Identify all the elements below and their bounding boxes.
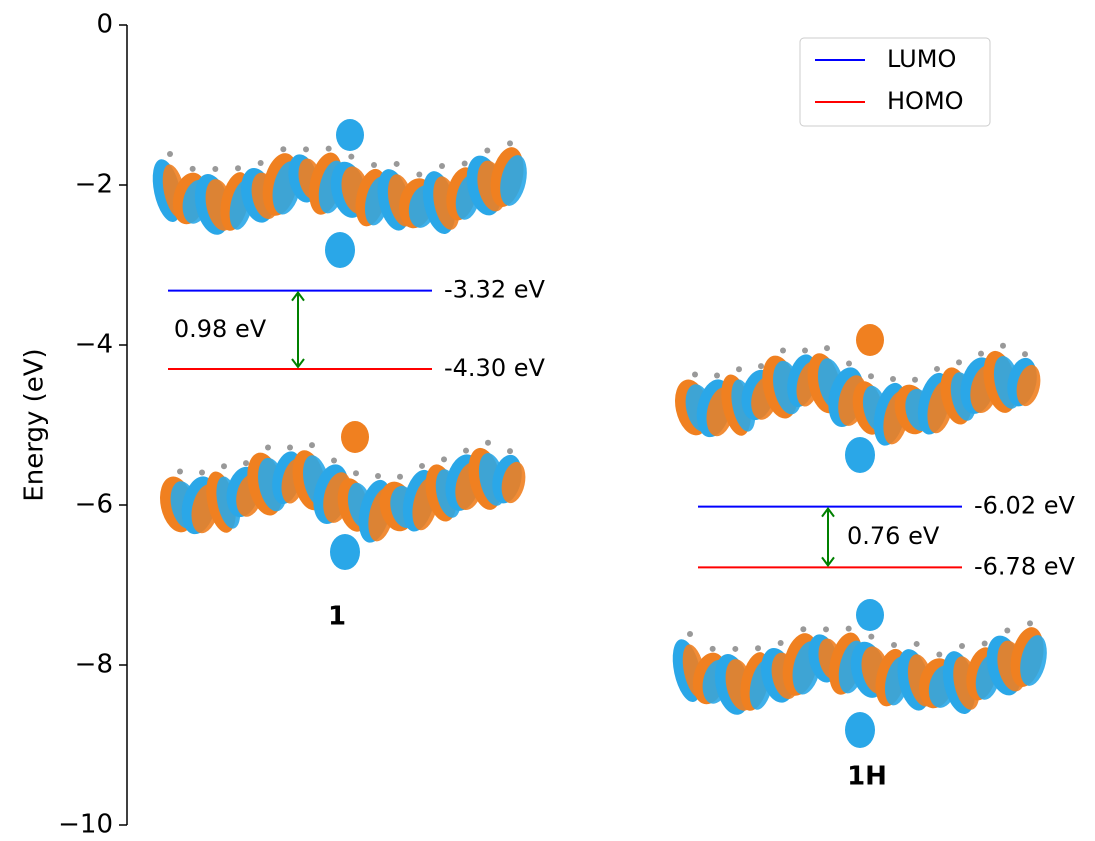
atom	[462, 161, 468, 167]
atom	[212, 166, 218, 172]
atom	[890, 376, 896, 382]
atom	[959, 643, 965, 649]
atom	[758, 363, 764, 369]
atom	[934, 366, 940, 372]
atom	[394, 161, 400, 167]
y-tick-label: 0	[96, 10, 113, 40]
atom	[507, 448, 513, 454]
atom	[800, 626, 806, 632]
level-label: -6.02 eV	[974, 492, 1075, 520]
gap-label: 0.98 eV	[174, 315, 267, 343]
atom	[732, 646, 738, 652]
atom	[221, 463, 227, 469]
atom	[714, 373, 720, 379]
atom	[485, 440, 491, 446]
y-tick-label: −10	[58, 810, 113, 840]
atom	[280, 146, 286, 152]
atom	[755, 645, 761, 651]
atom	[265, 444, 271, 450]
atom	[441, 456, 447, 462]
atom	[802, 348, 808, 354]
atom	[235, 165, 241, 171]
level-label: -6.78 eV	[974, 552, 1075, 580]
atom	[687, 631, 693, 637]
gap-label: 0.76 eV	[847, 522, 940, 550]
atom	[868, 634, 874, 640]
atom	[326, 146, 332, 152]
y-tick-label: −2	[75, 170, 113, 200]
atom	[375, 473, 381, 479]
atom	[912, 377, 918, 383]
atom	[331, 458, 337, 464]
atom	[419, 463, 425, 469]
orbital-lobe	[330, 534, 360, 570]
atom	[956, 359, 962, 365]
atom	[177, 468, 183, 474]
orbital-lobe	[856, 599, 884, 631]
atom	[258, 160, 264, 166]
atom	[1004, 627, 1010, 633]
chart: Energy (eV) 0 −2 −4 −6 −8 −10 1 -3.32 eV -4.30 e…	[0, 0, 1095, 841]
orbital-lobe	[325, 232, 355, 268]
atom	[243, 460, 249, 466]
atom	[1027, 620, 1033, 626]
molecule-label: 1	[328, 602, 346, 632]
y-tick-label: −8	[75, 650, 113, 680]
atom	[692, 371, 698, 377]
atom	[778, 640, 784, 646]
y-tick-label: −4	[75, 330, 113, 360]
atom	[303, 146, 309, 152]
orbital-lobe	[845, 437, 875, 473]
orbital-lobe	[341, 421, 369, 453]
y-tick-label: −6	[75, 490, 113, 520]
atom	[167, 151, 173, 157]
y-axis-label: Energy (eV)	[20, 348, 50, 501]
atom	[507, 140, 513, 146]
atom	[348, 154, 354, 160]
atom	[484, 147, 490, 153]
atom	[824, 345, 830, 351]
orbital-lobe	[845, 712, 875, 748]
atom	[710, 646, 716, 652]
atom	[439, 163, 445, 169]
atom	[982, 641, 988, 647]
decoration	[148, 119, 1051, 748]
atom	[846, 361, 852, 367]
atom	[736, 366, 742, 372]
atom	[1022, 351, 1028, 357]
atom	[371, 162, 377, 168]
atom	[397, 474, 403, 480]
atom	[868, 373, 874, 379]
atom	[823, 626, 829, 632]
atom	[846, 626, 852, 632]
legend-label: LUMO	[887, 45, 956, 73]
atom	[287, 445, 293, 451]
atom	[891, 642, 897, 648]
atom	[914, 641, 920, 647]
atom	[936, 652, 942, 658]
level-label: -3.32 eV	[444, 276, 545, 304]
atom	[416, 172, 422, 178]
legend-label: HOMO	[887, 87, 964, 115]
atom	[309, 442, 315, 448]
orbital-lobe	[856, 324, 884, 356]
atom	[978, 351, 984, 357]
atom	[353, 470, 359, 476]
atom	[199, 470, 205, 476]
orbital-lobe	[336, 119, 364, 151]
atom	[1000, 343, 1006, 349]
atom	[780, 347, 786, 353]
atom	[190, 166, 196, 172]
molecule-label: 1H	[847, 762, 887, 792]
atom	[463, 448, 469, 454]
level-label: -4.30 eV	[444, 354, 545, 382]
